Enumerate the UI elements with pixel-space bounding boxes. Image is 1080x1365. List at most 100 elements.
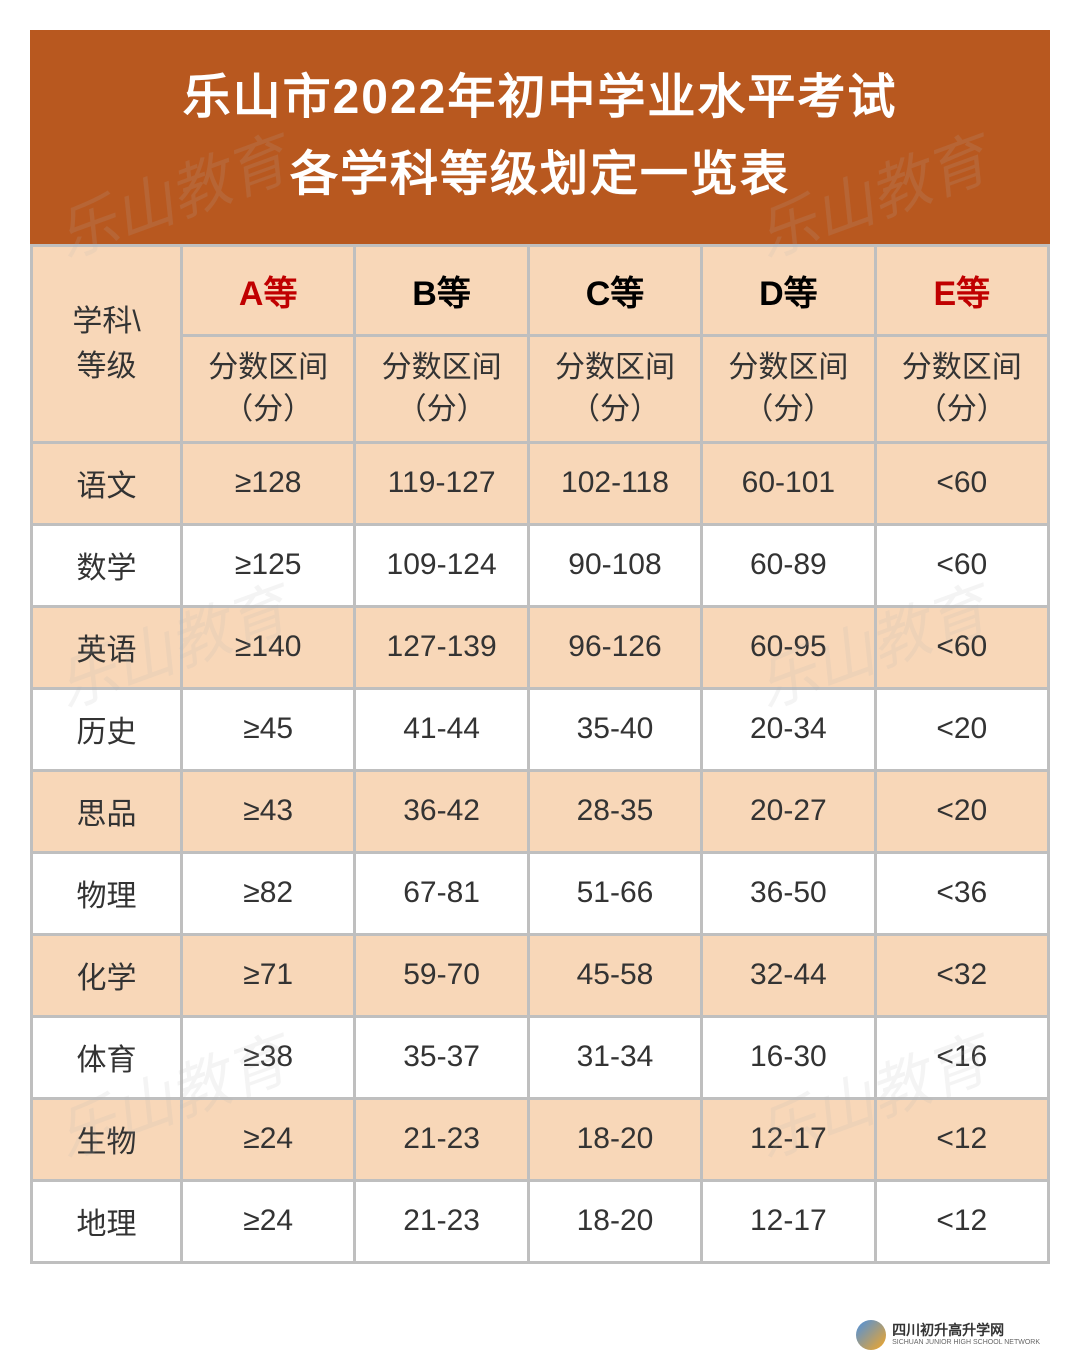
table-row: 地理≥2421-2318-2012-17<12 bbox=[32, 1180, 1049, 1262]
score-cell: 109-124 bbox=[355, 524, 528, 606]
grade-table: 学科\ 等级 A等 B等 C等 D等 E等 分数区间（分） 分数区间（分） 分数… bbox=[30, 244, 1050, 1264]
grade-label-e: E等 bbox=[933, 275, 990, 313]
logo-area: 四川初升高升学网 SICHUAN JUNIOR HIGH SCHOOL NETW… bbox=[856, 1320, 1040, 1350]
header-row-grades: 学科\ 等级 A等 B等 C等 D等 E等 bbox=[32, 245, 1049, 335]
header-row-sublabels: 分数区间（分） 分数区间（分） 分数区间（分） 分数区间（分） 分数区间（分） bbox=[32, 335, 1049, 442]
score-cell: <20 bbox=[875, 688, 1048, 770]
logo-cn: 四川初升高升学网 bbox=[892, 1323, 1040, 1338]
logo-icon bbox=[856, 1320, 886, 1350]
table-row: 语文≥128119-127102-11860-101<60 bbox=[32, 442, 1049, 524]
score-cell: 45-58 bbox=[528, 934, 701, 1016]
subject-cell: 地理 bbox=[32, 1180, 182, 1262]
sublabel-b: 分数区间（分） bbox=[355, 335, 528, 442]
score-cell: 36-50 bbox=[702, 852, 875, 934]
corner-label-grade: 等级 bbox=[77, 350, 137, 383]
score-cell: 18-20 bbox=[528, 1180, 701, 1262]
score-cell: 60-89 bbox=[702, 524, 875, 606]
title-line-1: 乐山市2022年初中学业水平考试 bbox=[50, 60, 1030, 137]
score-cell: <20 bbox=[875, 770, 1048, 852]
score-cell: 60-101 bbox=[702, 442, 875, 524]
score-cell: 35-40 bbox=[528, 688, 701, 770]
score-cell: 31-34 bbox=[528, 1016, 701, 1098]
score-cell: 12-17 bbox=[702, 1098, 875, 1180]
sublabel-e: 分数区间（分） bbox=[875, 335, 1048, 442]
subject-cell: 数学 bbox=[32, 524, 182, 606]
sublabel-c: 分数区间（分） bbox=[528, 335, 701, 442]
page-container: 乐山市2022年初中学业水平考试 各学科等级划定一览表 学科\ 等级 A等 B等… bbox=[0, 0, 1080, 1365]
score-cell: ≥38 bbox=[182, 1016, 355, 1098]
grade-header-a: A等 bbox=[182, 245, 355, 335]
score-cell: 102-118 bbox=[528, 442, 701, 524]
score-cell: 67-81 bbox=[355, 852, 528, 934]
score-cell: 16-30 bbox=[702, 1016, 875, 1098]
subject-cell: 生物 bbox=[32, 1098, 182, 1180]
grade-header-c: C等 bbox=[528, 245, 701, 335]
score-cell: <12 bbox=[875, 1180, 1048, 1262]
title-line-2: 各学科等级划定一览表 bbox=[50, 137, 1030, 214]
score-cell: ≥24 bbox=[182, 1180, 355, 1262]
score-cell: 21-23 bbox=[355, 1098, 528, 1180]
logo-en: SICHUAN JUNIOR HIGH SCHOOL NETWORK bbox=[892, 1339, 1040, 1347]
score-cell: 32-44 bbox=[702, 934, 875, 1016]
grade-header-d: D等 bbox=[702, 245, 875, 335]
score-cell: 60-95 bbox=[702, 606, 875, 688]
score-cell: 90-108 bbox=[528, 524, 701, 606]
title-box: 乐山市2022年初中学业水平考试 各学科等级划定一览表 bbox=[30, 30, 1050, 244]
score-cell: ≥45 bbox=[182, 688, 355, 770]
score-cell: 35-37 bbox=[355, 1016, 528, 1098]
score-cell: 21-23 bbox=[355, 1180, 528, 1262]
score-cell: ≥24 bbox=[182, 1098, 355, 1180]
table-body: 语文≥128119-127102-11860-101<60数学≥125109-1… bbox=[32, 442, 1049, 1262]
score-cell: 59-70 bbox=[355, 934, 528, 1016]
score-cell: <12 bbox=[875, 1098, 1048, 1180]
table-row: 历史≥4541-4435-4020-34<20 bbox=[32, 688, 1049, 770]
score-cell: 12-17 bbox=[702, 1180, 875, 1262]
subject-cell: 英语 bbox=[32, 606, 182, 688]
score-cell: 119-127 bbox=[355, 442, 528, 524]
table-row: 数学≥125109-12490-10860-89<60 bbox=[32, 524, 1049, 606]
score-cell: <60 bbox=[875, 524, 1048, 606]
table-row: 思品≥4336-4228-3520-27<20 bbox=[32, 770, 1049, 852]
corner-cell: 学科\ 等级 bbox=[32, 245, 182, 442]
score-cell: 51-66 bbox=[528, 852, 701, 934]
score-cell: ≥140 bbox=[182, 606, 355, 688]
score-cell: <16 bbox=[875, 1016, 1048, 1098]
sublabel-a: 分数区间（分） bbox=[182, 335, 355, 442]
score-cell: 41-44 bbox=[355, 688, 528, 770]
table-row: 化学≥7159-7045-5832-44<32 bbox=[32, 934, 1049, 1016]
table-row: 英语≥140127-13996-12660-95<60 bbox=[32, 606, 1049, 688]
table-row: 体育≥3835-3731-3416-30<16 bbox=[32, 1016, 1049, 1098]
score-cell: <60 bbox=[875, 442, 1048, 524]
grade-label-c: C等 bbox=[586, 275, 645, 313]
subject-cell: 化学 bbox=[32, 934, 182, 1016]
sublabel-d: 分数区间（分） bbox=[702, 335, 875, 442]
table-row: 生物≥2421-2318-2012-17<12 bbox=[32, 1098, 1049, 1180]
score-cell: ≥82 bbox=[182, 852, 355, 934]
subject-cell: 思品 bbox=[32, 770, 182, 852]
grade-header-e: E等 bbox=[875, 245, 1048, 335]
score-cell: 36-42 bbox=[355, 770, 528, 852]
score-cell: 20-27 bbox=[702, 770, 875, 852]
score-cell: ≥128 bbox=[182, 442, 355, 524]
score-cell: ≥125 bbox=[182, 524, 355, 606]
score-cell: <32 bbox=[875, 934, 1048, 1016]
score-cell: <36 bbox=[875, 852, 1048, 934]
subject-cell: 语文 bbox=[32, 442, 182, 524]
score-cell: <60 bbox=[875, 606, 1048, 688]
score-cell: 20-34 bbox=[702, 688, 875, 770]
score-cell: 18-20 bbox=[528, 1098, 701, 1180]
score-cell: 96-126 bbox=[528, 606, 701, 688]
corner-label-subject: 学科\ bbox=[72, 305, 140, 338]
table-row: 物理≥8267-8151-6636-50<36 bbox=[32, 852, 1049, 934]
score-cell: 28-35 bbox=[528, 770, 701, 852]
grade-label-a: A等 bbox=[239, 275, 298, 313]
score-cell: ≥71 bbox=[182, 934, 355, 1016]
grade-label-b: B等 bbox=[412, 275, 471, 313]
grade-label-d: D等 bbox=[759, 275, 818, 313]
grade-header-b: B等 bbox=[355, 245, 528, 335]
logo-text: 四川初升高升学网 SICHUAN JUNIOR HIGH SCHOOL NETW… bbox=[892, 1323, 1040, 1346]
subject-cell: 物理 bbox=[32, 852, 182, 934]
score-cell: 127-139 bbox=[355, 606, 528, 688]
score-cell: ≥43 bbox=[182, 770, 355, 852]
subject-cell: 体育 bbox=[32, 1016, 182, 1098]
